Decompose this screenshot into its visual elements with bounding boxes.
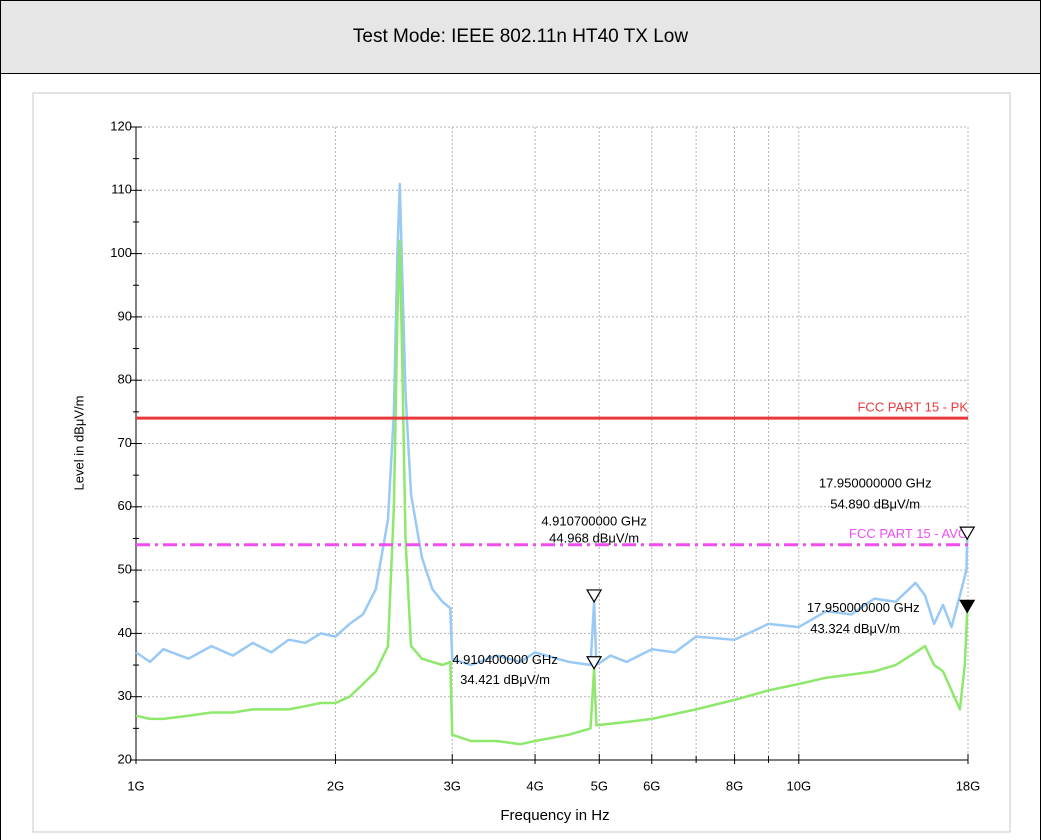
series-line <box>135 182 969 667</box>
y-tick-label: 20 <box>118 751 132 766</box>
marker-level-label: 54.890 dBμV/m <box>830 497 920 512</box>
y-tick-label: 70 <box>118 435 132 450</box>
limit-label: FCC PART 15 - AVG <box>849 526 968 541</box>
x-tick-label: 2G <box>327 778 344 793</box>
chart-frame <box>32 92 1011 833</box>
x-tick-label: 3G <box>444 778 461 793</box>
header-title: Test Mode: IEEE 802.11n HT40 TX Low <box>352 26 689 47</box>
marker-freq-label: 4.910400000 GHz <box>452 652 558 667</box>
y-tick-label: 60 <box>118 498 132 513</box>
y-tick-label: 50 <box>118 562 132 577</box>
marker <box>959 526 976 541</box>
limit-label: FCC PART 15 - PK <box>857 400 968 415</box>
marker-level-label: 34.421 dBμV/m <box>460 672 550 687</box>
y-tick-label: 110 <box>111 182 132 197</box>
header: Test Mode: IEEE 802.11n HT40 TX Low <box>0 0 1041 74</box>
y-tick-label: 30 <box>118 688 132 703</box>
y-tick-label: 80 <box>118 372 132 387</box>
y-tick-label: 120 <box>110 118 132 133</box>
marker-level-label: 44.968 dBμV/m <box>549 530 639 545</box>
x-tick-label: 18G <box>956 778 981 793</box>
marker-freq-label: 4.910700000 GHz <box>541 513 647 528</box>
marker-level-label: 43.324 dBμV/m <box>810 621 900 636</box>
y-tick-label: 90 <box>118 308 132 323</box>
y-tick-label: 40 <box>118 625 132 640</box>
x-tick-label: 1G <box>127 778 144 793</box>
x-tick-label: 6G <box>643 778 660 793</box>
x-tick-label: 10G <box>787 778 812 793</box>
x-axis-label: Frequency in Hz <box>500 807 609 824</box>
y-tick-label: 100 <box>110 245 132 260</box>
x-tick-label: 5G <box>591 778 608 793</box>
y-axis-label: Level in dBμV/m <box>71 396 86 491</box>
series-line <box>135 239 970 746</box>
marker-freq-label: 17.950000000 GHz <box>819 476 932 491</box>
marker <box>959 599 976 614</box>
marker <box>586 656 603 670</box>
x-tick-label: 8G <box>726 778 743 793</box>
x-tick-label: 4G <box>526 778 543 793</box>
marker-freq-label: 17.950000000 GHz <box>807 600 920 615</box>
marker <box>586 589 603 604</box>
